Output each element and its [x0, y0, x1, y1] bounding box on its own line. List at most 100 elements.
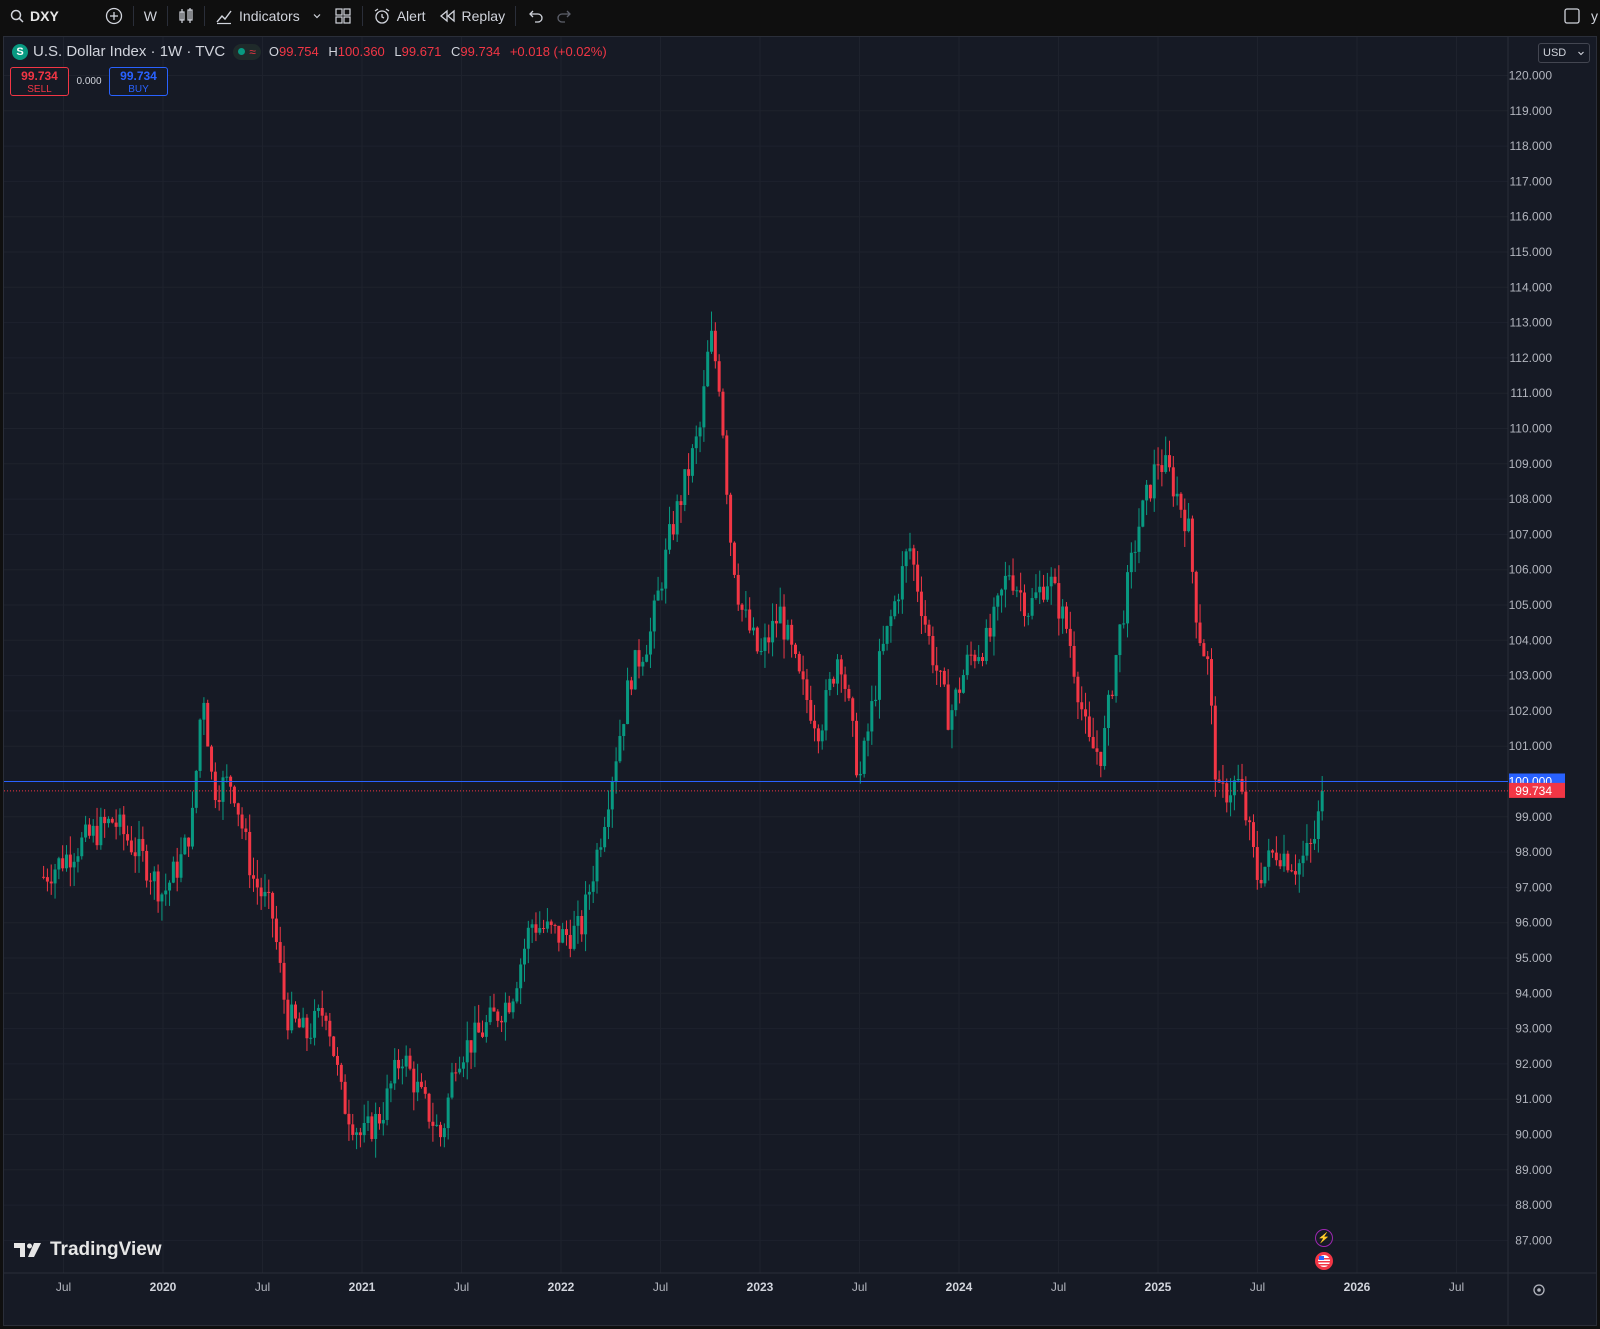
- chart-title[interactable]: U.S. Dollar Index · 1W · TVC: [33, 43, 226, 60]
- candle-body: [664, 549, 668, 589]
- candle-body: [190, 807, 194, 847]
- candle-body: [1171, 467, 1175, 497]
- compare-button[interactable]: [99, 0, 129, 32]
- candle-body: [996, 595, 1000, 607]
- candle-body: [660, 588, 664, 591]
- x-tick-label: 2020: [150, 1280, 177, 1294]
- y-tick-label: 109.000: [1509, 457, 1553, 471]
- candle-body: [1263, 866, 1267, 884]
- candle-body: [797, 654, 801, 672]
- candle-body: [461, 1062, 465, 1069]
- divider: [361, 6, 363, 26]
- indicators-button[interactable]: Indicators: [209, 0, 306, 32]
- candle-body: [194, 770, 198, 808]
- candle-body: [1022, 592, 1026, 617]
- candle-body: [950, 710, 954, 730]
- candle-body: [790, 624, 794, 645]
- candle-body: [255, 878, 259, 888]
- market-status[interactable]: ≈: [233, 43, 261, 60]
- candle-body: [1148, 484, 1152, 499]
- interval-button[interactable]: W: [143, 8, 158, 24]
- candle-body: [614, 761, 618, 782]
- candle-body: [855, 720, 859, 776]
- candle-body: [515, 988, 519, 1002]
- candle-body: [393, 1059, 397, 1084]
- redo-button[interactable]: [550, 0, 580, 32]
- candle-body: [431, 1121, 435, 1126]
- candle-body: [675, 501, 679, 535]
- candle-body: [1255, 847, 1259, 880]
- undo-button[interactable]: [520, 0, 550, 32]
- chart-pane[interactable]: 120.000 119.000 118.000 117.000 116.000 115.0…: [3, 36, 1597, 1326]
- tradingview-logo[interactable]: TradingView: [14, 1239, 162, 1261]
- candle-body: [729, 494, 733, 543]
- candle-body: [355, 1132, 359, 1135]
- candle-body: [687, 469, 691, 476]
- candle-body: [946, 684, 950, 730]
- candle-body: [820, 730, 824, 742]
- y-tick-label: 98.000: [1515, 845, 1552, 859]
- candle-body: [576, 916, 580, 926]
- candle-body: [236, 803, 240, 815]
- candle-body: [897, 599, 901, 602]
- candle-body: [919, 591, 923, 617]
- trade-buttons: 99.734 SELL 0.000 99.734 BUY: [10, 67, 168, 96]
- candle-body: [893, 601, 897, 617]
- candle-body: [652, 600, 656, 632]
- divider: [515, 6, 517, 26]
- candle-body: [771, 620, 775, 643]
- candle-body: [939, 670, 943, 672]
- candle-body: [1080, 702, 1084, 710]
- candle-body: [1305, 842, 1309, 856]
- candle-body: [481, 1032, 485, 1037]
- indicators-icon: [216, 10, 232, 25]
- candle-body: [320, 1007, 324, 1016]
- candle-body: [1183, 509, 1187, 532]
- candle-body: [313, 1010, 317, 1038]
- buy-button[interactable]: 99.734 BUY: [109, 67, 168, 96]
- candle-body: [278, 942, 282, 963]
- symbol-search-button[interactable]: DXY: [0, 0, 65, 32]
- candle-body: [1271, 850, 1275, 853]
- candle-body: [511, 1001, 515, 1013]
- chart-type-button[interactable]: [172, 0, 200, 32]
- x-tick-label: Jul: [852, 1280, 867, 1294]
- candle-body: [1309, 842, 1313, 844]
- alert-button[interactable]: Alert: [367, 0, 432, 32]
- candle-body: [263, 891, 267, 897]
- candle-body: [629, 680, 633, 690]
- candle-body: [76, 856, 80, 862]
- us-flag-event-icon[interactable]: [1315, 1252, 1333, 1270]
- candle-body: [183, 837, 187, 855]
- candle-body: [1129, 552, 1133, 573]
- price-chart[interactable]: 120.000 119.000 118.000 117.000 116.000 115.0…: [4, 37, 1597, 1326]
- candle-body: [874, 699, 878, 702]
- candle-body: [984, 627, 988, 661]
- candle-body: [1202, 643, 1206, 657]
- replay-button[interactable]: Replay: [432, 0, 512, 32]
- candle-body: [95, 825, 99, 846]
- sell-button[interactable]: 99.734 SELL: [10, 67, 69, 96]
- candle-body: [889, 616, 893, 627]
- chart-legend: S U.S. Dollar Index · 1W · TVC ≈ O99.754…: [12, 43, 607, 60]
- currency-select[interactable]: USD: [1538, 43, 1590, 63]
- candle-body: [488, 1007, 492, 1023]
- layouts-button[interactable]: [328, 0, 358, 32]
- candle-body: [423, 1087, 427, 1094]
- divider: [167, 6, 169, 26]
- lightning-event-icon[interactable]: ⚡: [1315, 1229, 1333, 1247]
- candle-body: [1244, 791, 1248, 821]
- candle-body: [591, 881, 595, 892]
- candle-body: [484, 1022, 488, 1037]
- y-tick-label: 114.000: [1510, 280, 1553, 294]
- indicators-dropdown[interactable]: [306, 0, 328, 32]
- candle-body: [721, 391, 725, 436]
- candle-body: [557, 925, 561, 943]
- candle-body: [1057, 583, 1061, 619]
- candle-body: [61, 858, 65, 869]
- fullscreen-button[interactable]: [1557, 0, 1587, 32]
- x-tick-label: 2022: [548, 1280, 575, 1294]
- sell-price: 99.734: [21, 69, 58, 83]
- candle-body: [148, 880, 152, 882]
- y-tick-label: 101.000: [1509, 739, 1553, 753]
